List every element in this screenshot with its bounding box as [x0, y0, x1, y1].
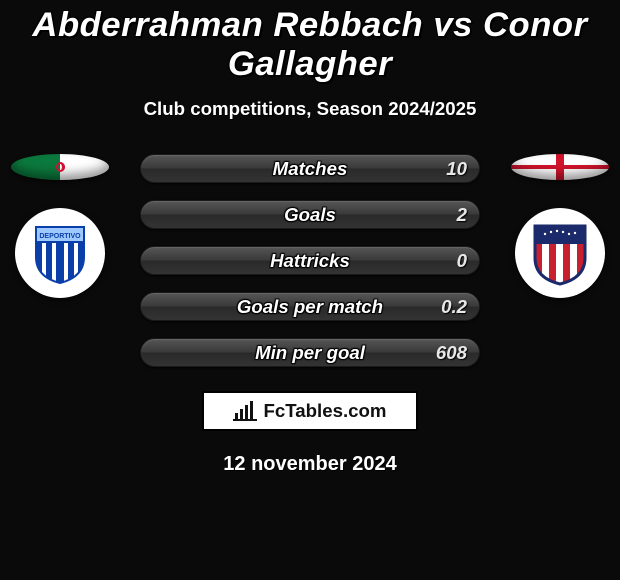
- country-flag-left: [11, 154, 109, 180]
- stat-row-goals: Goals 2: [140, 200, 480, 229]
- stat-right-value: 2: [457, 201, 467, 228]
- svg-text:DEPORTIVO: DEPORTIVO: [39, 233, 81, 240]
- stat-label: Min per goal: [255, 342, 365, 364]
- player-right-column: [500, 154, 620, 298]
- stat-label: Goals: [284, 204, 336, 226]
- player-left-column: DEPORTIVO: [0, 154, 120, 298]
- atletico-crest-icon: [525, 218, 595, 288]
- stat-label: Hattricks: [270, 250, 350, 272]
- bar-chart-icon: [233, 401, 257, 421]
- stat-right-value: 608: [436, 339, 467, 366]
- subtitle: Club competitions, Season 2024/2025: [0, 98, 620, 120]
- stat-row-goals-per-match: Goals per match 0.2: [140, 292, 480, 321]
- alaves-crest-icon: DEPORTIVO: [28, 221, 92, 285]
- country-flag-right: [511, 154, 609, 180]
- stat-right-value: 10: [446, 155, 467, 182]
- brand-text: FcTables.com: [263, 400, 386, 422]
- stat-right-value: 0: [457, 247, 467, 274]
- stat-row-matches: Matches 10: [140, 154, 480, 183]
- club-badge-right: [515, 208, 605, 298]
- stat-right-value: 0.2: [441, 293, 467, 320]
- page-title: Abderrahman Rebbach vs Conor Gallagher: [0, 0, 620, 84]
- comparison-content: DEPORTIVO: [0, 154, 620, 476]
- date-text: 12 november 2024: [0, 453, 620, 476]
- stat-row-min-per-goal: Min per goal 608: [140, 338, 480, 367]
- stats-list: Matches 10 Goals 2 Hattricks 0 Goals per…: [140, 154, 480, 367]
- stat-row-hattricks: Hattricks 0: [140, 246, 480, 275]
- stat-label: Matches: [273, 158, 348, 180]
- brand-badge: FcTables.com: [202, 391, 418, 431]
- club-badge-left: DEPORTIVO: [15, 208, 105, 298]
- stat-label: Goals per match: [237, 296, 383, 318]
